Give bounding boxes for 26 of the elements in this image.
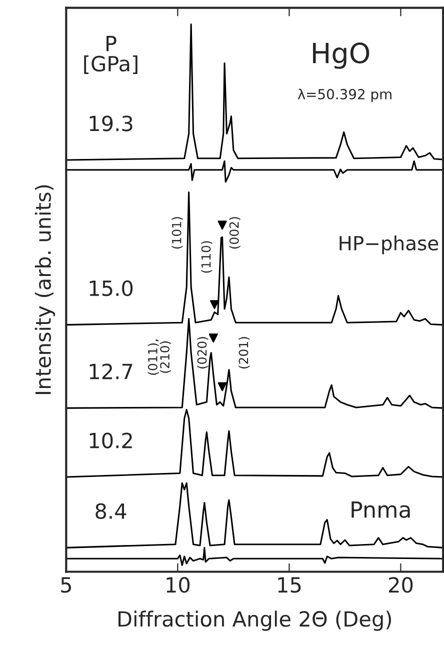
annotation: HP−phase — [340, 235, 438, 254]
series-label: 10.2 — [90, 432, 132, 448]
x-tick-label: 15 — [278, 577, 301, 593]
annotation: (020) — [197, 337, 208, 368]
x-tick-label: 20 — [389, 577, 413, 593]
annotation: (201) — [238, 337, 250, 368]
annotation: (002) — [229, 217, 240, 249]
x-tick-label: 10 — [166, 577, 190, 593]
point — [210, 300, 219, 310]
annotation: λ=50.392 pm — [298, 88, 392, 102]
annotation: HgO — [313, 42, 370, 69]
x-axis-title: Diffraction Angle 2Θ (Deg) — [118, 610, 392, 631]
x-tick-label: 5 — [61, 577, 71, 593]
annotation: (011), (210) — [148, 340, 171, 375]
annotation: Pnma — [352, 501, 410, 518]
y-axis-title: Intensity (arb. units) — [34, 185, 56, 394]
series-label: 15.0 — [90, 280, 133, 296]
point — [218, 220, 227, 230]
series-label: 8.4 — [96, 503, 126, 519]
point — [208, 333, 218, 342]
series-label: 12.7 — [90, 364, 132, 380]
annotation: (101) — [172, 217, 183, 249]
point — [218, 382, 227, 392]
annotation: (110) — [201, 241, 212, 273]
series-label: 19.3 — [90, 116, 132, 132]
annotation: P [GPa] — [84, 36, 138, 74]
